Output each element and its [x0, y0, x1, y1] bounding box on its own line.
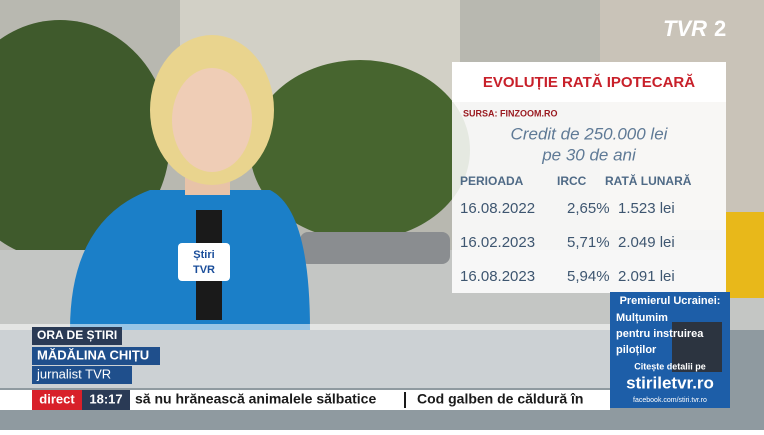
table-header: IRCC	[557, 174, 587, 188]
promo-quote: pentru instruirea	[616, 328, 704, 340]
reporter-name: MĂDĂLINA CHIȚU	[37, 347, 149, 362]
show-name: ORA DE ȘTIRI	[37, 328, 117, 342]
promo-headline: Premierul Ucrainei:	[620, 295, 721, 307]
logo-brand: TVR	[663, 16, 707, 41]
promo-photo	[672, 322, 722, 372]
table-header: RATĂ LUNARĂ	[605, 173, 692, 188]
table-cell: 2.049 lei	[618, 234, 675, 251]
truck	[726, 212, 764, 298]
table-cell: 1.523 lei	[618, 200, 675, 217]
show-box	[32, 327, 122, 345]
reporter-role: jurnalist TVR	[36, 366, 111, 381]
table-cell: 5,94%	[567, 268, 610, 285]
ticker-item: să nu hrănească animalele sălbatice	[135, 391, 376, 407]
table-cell: 16.08.2023	[460, 268, 535, 285]
reporter-face	[172, 68, 252, 172]
cars	[300, 232, 450, 264]
live-label: direct	[39, 391, 75, 406]
mic-label: TVR	[193, 264, 215, 276]
tree	[0, 20, 170, 260]
promo-cta: Citește detalii pe	[634, 361, 706, 371]
panel-source: SURSA: FINZOOM.RO	[463, 108, 558, 118]
tree	[250, 60, 470, 240]
table-cell: 5,71%	[567, 234, 610, 251]
panel-title-bar	[452, 62, 726, 102]
promo-quote: piloților	[616, 344, 657, 356]
time-box	[82, 390, 130, 410]
table-cell: 16.02.2023	[460, 234, 535, 251]
table-cell: 2.091 lei	[618, 268, 675, 285]
promo-site: stiriletvr.ro	[626, 373, 714, 392]
table-cell: 2,65%	[567, 200, 610, 217]
logo-channel: 2	[714, 16, 726, 41]
panel-subtitle: pe 30 de ani	[541, 145, 637, 164]
table-cell: 16.08.2022	[460, 200, 535, 217]
rate-table: PERIOADA IRCC RATĂ LUNARĂ 16.08.2022 2,65% 1.…	[460, 173, 692, 285]
promo-quote: Mulțumim	[616, 312, 668, 324]
mic-label: Știri	[193, 249, 214, 261]
ticker-separator	[404, 392, 406, 408]
clock: 18:17	[89, 391, 122, 406]
microphone-flag	[178, 243, 230, 281]
ticker-bar	[0, 390, 610, 410]
role-box	[32, 366, 132, 384]
table-header: PERIOADA	[460, 174, 524, 188]
name-box	[32, 347, 160, 365]
panel-title: EVOLUȚIE RATĂ IPOTECARĂ	[483, 74, 695, 91]
promo-facebook: facebook.com/stiri.tvr.ro	[633, 397, 707, 404]
live-box	[32, 390, 82, 410]
panel-subtitle: Credit de 250.000 lei	[511, 124, 669, 143]
ticker-item: Cod galben de căldură în	[417, 391, 583, 407]
